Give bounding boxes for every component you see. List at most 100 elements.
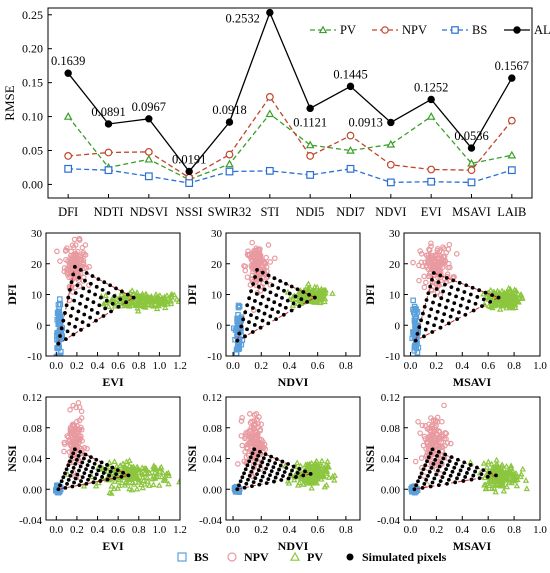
bs-point	[413, 373, 417, 377]
legend-label-npv: NPV	[244, 550, 269, 564]
scatter-panels: 0.0 0.2 0.4 0.6 0.8 1.0 1.2-100102030EVIDFI0.0…	[5, 228, 547, 553]
simulated-pixel	[94, 318, 98, 323]
pv-point	[508, 469, 515, 476]
point-pv	[507, 150, 517, 159]
simulated-pixel	[438, 325, 443, 330]
x-tick-label: 0.2	[254, 524, 268, 536]
point-all	[185, 167, 193, 176]
simulated-pixel	[255, 268, 259, 272]
npv-point	[253, 259, 260, 266]
simulated-pixel	[246, 477, 250, 482]
point-all	[427, 95, 435, 104]
point-pv	[346, 145, 355, 154]
npv-point	[429, 431, 435, 437]
pv-point	[129, 298, 137, 305]
point-all	[306, 104, 314, 113]
npv-point	[431, 436, 437, 442]
pv-point	[297, 291, 304, 298]
pv-point	[503, 483, 511, 490]
simulated-pixel	[440, 475, 445, 480]
simulated-pixel	[281, 312, 286, 317]
pv-point	[320, 290, 328, 297]
pv-point	[523, 485, 531, 492]
pv-point	[108, 296, 115, 302]
pv-point	[509, 300, 517, 307]
pv-point	[159, 300, 166, 307]
npv-point	[419, 422, 426, 429]
simulated-pixel	[423, 327, 428, 332]
simulated-pixel	[426, 473, 430, 478]
simulated-pixel	[436, 449, 441, 454]
simulated-pixel	[297, 304, 302, 309]
x-tick-label: 0.8	[132, 360, 146, 372]
simulated-pixel	[487, 470, 492, 475]
point-all	[387, 118, 395, 127]
pv-point	[321, 298, 328, 305]
pv-point	[507, 462, 515, 469]
simulated-pixel	[266, 321, 271, 326]
pv-point	[140, 477, 147, 483]
simulated-pixel	[257, 482, 262, 487]
simulated-pixel	[112, 294, 117, 298]
simulated-pixel	[444, 305, 448, 310]
simulated-pixel	[112, 476, 117, 481]
npv-point	[443, 436, 449, 442]
simulated-pixel	[72, 480, 76, 485]
simulated-pixel	[256, 308, 261, 313]
x-tick-label: 1.0	[533, 524, 547, 536]
pv-point	[92, 482, 100, 489]
pv-point	[141, 480, 148, 487]
simulated-pixel	[124, 300, 128, 305]
npv-point	[432, 418, 439, 425]
pv-point	[291, 476, 298, 483]
pv-point	[312, 299, 319, 305]
y-tick-label: -10	[385, 351, 400, 363]
y-axis-label: DFI	[5, 284, 19, 305]
simulated-pixel	[248, 455, 253, 460]
simulated-pixel	[441, 456, 446, 461]
pv-point	[118, 479, 126, 486]
pv-point	[139, 473, 147, 480]
pv-point	[489, 464, 496, 471]
x-axis-label: EVI	[102, 375, 124, 389]
simulated-pixel	[436, 280, 441, 285]
simulated-pixel	[59, 326, 64, 331]
pv-point	[319, 467, 327, 474]
pv-point	[285, 479, 293, 486]
pv-point	[146, 469, 153, 476]
npv-point	[86, 263, 92, 270]
simulated-pixel	[417, 475, 422, 480]
pv-point	[499, 473, 506, 479]
pv-point	[160, 299, 168, 306]
simulated-pixel	[83, 452, 88, 457]
point-bs	[346, 164, 355, 173]
pv-point	[499, 298, 506, 305]
npv-point	[76, 237, 83, 243]
npv-point	[257, 246, 263, 252]
x-tick-label: NDI5	[296, 205, 324, 219]
simulated-pixel	[98, 479, 103, 483]
bs-point	[57, 320, 64, 327]
simulated-pixel	[110, 301, 115, 306]
pv-point	[496, 305, 504, 312]
simulated-pixel	[67, 321, 72, 326]
simulated-pixel	[453, 480, 458, 485]
x-tick-label: 1.2	[173, 524, 187, 536]
simulated-pixel	[278, 463, 283, 468]
point-pv	[305, 140, 315, 149]
simulated-pixel	[275, 471, 280, 476]
value-label: 0.0536	[454, 129, 488, 143]
npv-point	[242, 267, 249, 274]
npv-point	[246, 428, 253, 434]
x-tick-label: 1.2	[173, 360, 187, 372]
npv-point	[78, 433, 84, 439]
simulated-pixel	[82, 471, 87, 476]
simulated-pixel	[76, 309, 81, 314]
y-tick-label: 0	[217, 320, 223, 332]
bs-point	[54, 316, 61, 323]
simulated-pixel	[250, 484, 254, 489]
simulated-pixel	[251, 306, 255, 310]
npv-point	[429, 265, 435, 272]
npv-point	[423, 446, 429, 452]
simulated-pixel	[466, 467, 471, 471]
